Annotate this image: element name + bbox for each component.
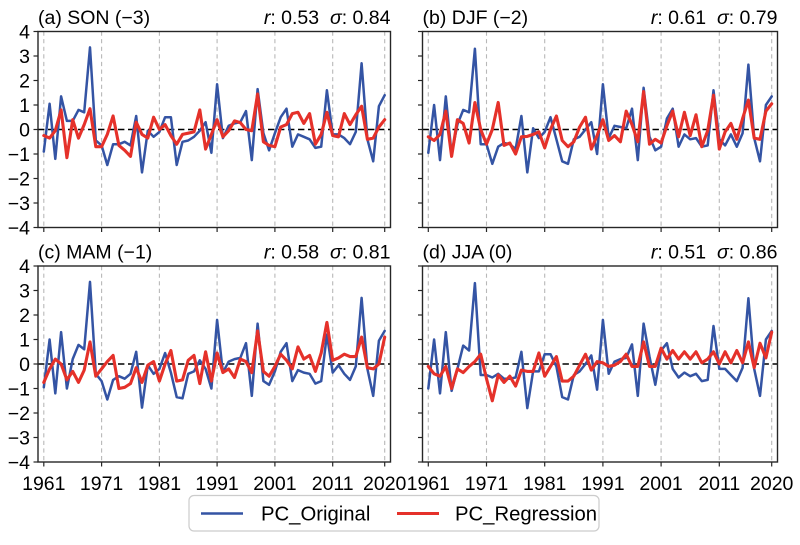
svg-text:1971: 1971 [80,473,123,495]
svg-text:1991: 1991 [581,473,624,495]
svg-text:r: 0.51 σ: 0.86: r: 0.51 σ: 0.86 [651,242,778,264]
svg-text:−3: −3 [8,193,30,215]
svg-text:(a) SON (−3): (a) SON (−3) [38,7,150,29]
svg-text:1991: 1991 [195,473,238,495]
svg-text:1: 1 [19,95,30,117]
svg-text:0: 0 [19,120,30,142]
svg-text:r: 0.53 σ: 0.84: r: 0.53 σ: 0.84 [264,7,391,29]
svg-text:3: 3 [19,46,30,68]
svg-text:−4: −4 [8,452,30,474]
svg-text:PC_Original: PC_Original [261,504,370,526]
svg-text:2001: 2001 [639,473,682,495]
svg-text:4: 4 [19,22,30,44]
svg-text:−1: −1 [8,144,30,166]
svg-text:2011: 2011 [698,473,740,495]
svg-text:(b) DJF (−2): (b) DJF (−2) [423,7,529,29]
svg-text:2001: 2001 [253,473,296,495]
svg-text:1961: 1961 [407,473,450,495]
svg-text:1: 1 [19,330,30,352]
svg-text:(c) MAM (−1): (c) MAM (−1) [38,242,152,264]
svg-text:2020: 2020 [363,473,407,495]
svg-text:PC_Regression: PC_Regression [455,504,597,526]
svg-text:−4: −4 [8,218,30,240]
svg-text:−2: −2 [8,403,30,425]
svg-text:2: 2 [19,305,30,327]
svg-text:−3: −3 [8,428,30,450]
svg-text:2020: 2020 [750,473,794,495]
svg-text:r: 0.61 σ: 0.79: r: 0.61 σ: 0.79 [651,7,778,29]
svg-text:1981: 1981 [523,473,566,495]
svg-text:0: 0 [19,354,30,376]
svg-text:1981: 1981 [138,473,181,495]
svg-text:4: 4 [19,256,30,278]
svg-text:1961: 1961 [22,473,65,495]
svg-text:2: 2 [19,71,30,93]
svg-text:r: 0.58 σ: 0.81: r: 0.58 σ: 0.81 [264,242,391,264]
svg-text:2011: 2011 [312,473,354,495]
svg-text:1971: 1971 [465,473,508,495]
svg-text:−1: −1 [8,379,30,401]
svg-text:−2: −2 [8,169,30,191]
svg-text:3: 3 [19,281,30,303]
svg-text:(d) JJA (0): (d) JJA (0) [423,242,513,264]
